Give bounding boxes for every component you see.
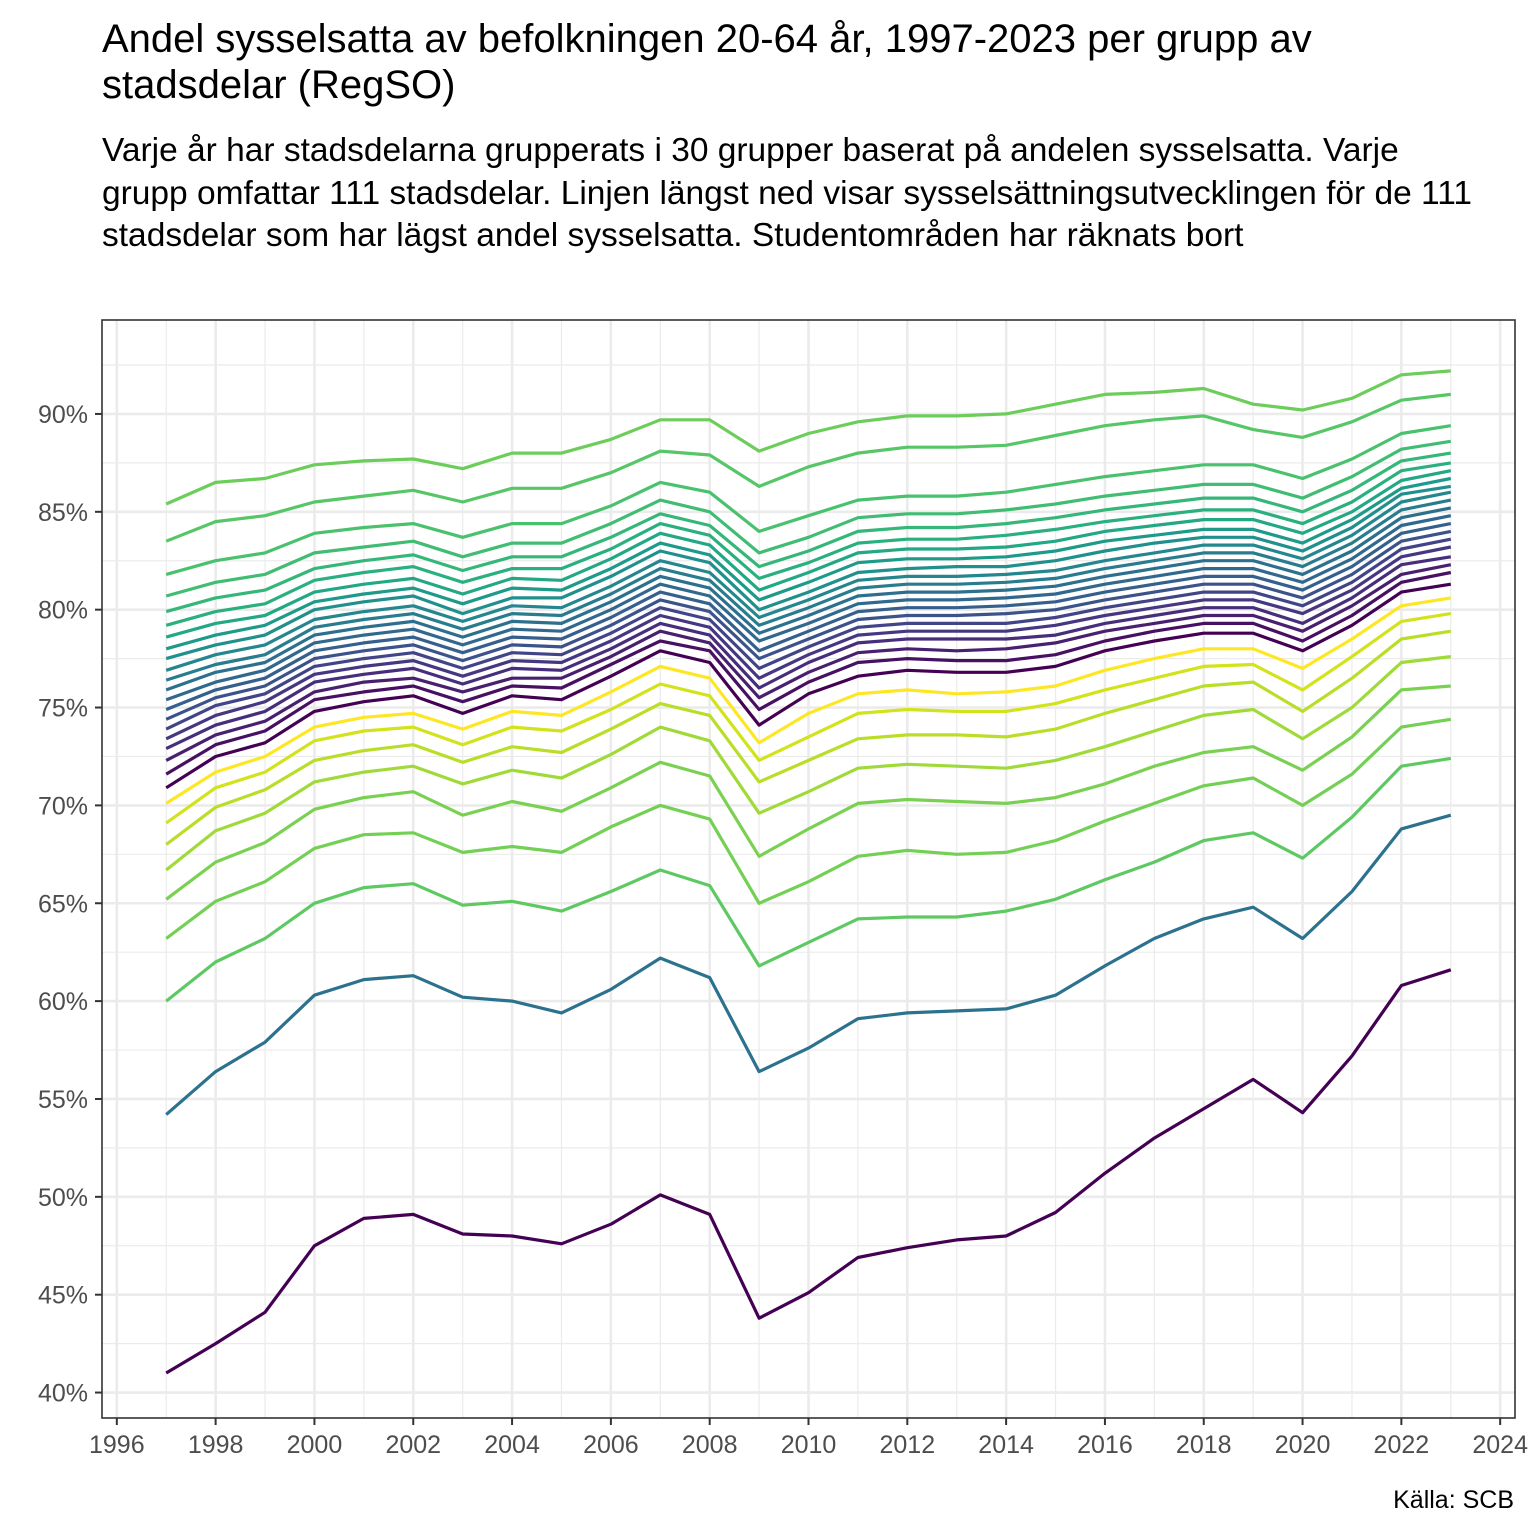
series-line-group-28 <box>165 424 1452 576</box>
y-tick-label: 85% <box>38 499 88 527</box>
x-tick-label: 2002 <box>385 1431 441 1459</box>
y-axis: 40% 45% 50% 55% 60% 65% 70% 75% 80% 85% 90% <box>38 401 102 1408</box>
series-line-group-18 <box>165 514 1452 702</box>
series-line-group-9 <box>165 596 1452 805</box>
chart-title: Andel sysselsatta av befolkningen 20-64 … <box>102 17 1312 107</box>
y-tick-label: 65% <box>38 890 88 918</box>
y-tick-label: 45% <box>38 1282 88 1310</box>
series-line-group-4 <box>165 717 1452 940</box>
series-line-group-23 <box>165 476 1452 651</box>
x-tick-label: 2014 <box>978 1431 1034 1459</box>
series-line-group-5 <box>165 684 1451 901</box>
x-axis: 1996 1998 2000 2002 2004 2006 2008 2010 2012 2014… <box>89 1418 1528 1459</box>
x-tick-label: 2020 <box>1275 1431 1331 1459</box>
series-line-group-11 <box>165 570 1452 776</box>
series-line-group-21 <box>165 490 1452 672</box>
source-caption: Källa: SCB <box>1393 1486 1514 1514</box>
x-tick-label: 1998 <box>188 1431 244 1459</box>
x-tick-label: 2016 <box>1077 1431 1133 1459</box>
series-line-group-2 <box>165 813 1452 1116</box>
y-tick-label: 60% <box>38 988 88 1016</box>
y-tick-label: 55% <box>38 1086 88 1114</box>
x-tick-label: 2000 <box>287 1431 343 1459</box>
series-line-group-8 <box>165 612 1452 825</box>
series-line-group-25 <box>165 461 1452 627</box>
series-line-group-16 <box>165 529 1452 721</box>
series-line-group-19 <box>165 506 1452 692</box>
series-line-group-12 <box>165 563 1452 762</box>
series-line-group-22 <box>165 484 1452 661</box>
x-tick-label: 2010 <box>781 1431 837 1459</box>
y-tick-label: 70% <box>38 792 88 820</box>
series-line-group-20 <box>165 498 1452 682</box>
series-line-group-17 <box>165 522 1452 711</box>
y-tick-label: 40% <box>38 1380 88 1408</box>
x-tick-label: 2018 <box>1176 1431 1232 1459</box>
y-tick-label: 75% <box>38 695 88 723</box>
series-line-group-26 <box>165 451 1452 614</box>
x-tick-label: 2008 <box>682 1431 738 1459</box>
series-line-group-10 <box>165 582 1452 790</box>
y-tick-label: 80% <box>38 597 88 625</box>
series-line-group-30 <box>165 369 1451 506</box>
y-tick-label: 50% <box>38 1184 88 1212</box>
y-tick-label: 90% <box>38 401 88 429</box>
series-line-group-6 <box>165 655 1451 872</box>
chart-subtitle: Varje år har stadsdelarna grupperats i 3… <box>102 132 1472 254</box>
series-line-group-14 <box>165 545 1452 741</box>
series-lines <box>165 369 1452 1375</box>
series-line-group-13 <box>165 555 1452 751</box>
major-gridlines <box>102 320 1515 1418</box>
series-line-group-3 <box>165 756 1452 1003</box>
series-line-group-24 <box>165 469 1452 639</box>
series-line-group-7 <box>165 629 1452 846</box>
x-tick-label: 1996 <box>89 1431 145 1459</box>
series-line-group-1 <box>165 968 1452 1375</box>
x-tick-label: 2012 <box>879 1431 935 1459</box>
x-tick-label: 2024 <box>1472 1431 1528 1459</box>
series-line-group-29 <box>165 392 1451 543</box>
x-tick-label: 2022 <box>1374 1431 1430 1459</box>
series-line-group-27 <box>165 439 1452 598</box>
series-line-group-15 <box>165 537 1452 731</box>
x-tick-label: 2004 <box>484 1431 540 1459</box>
x-tick-label: 2006 <box>583 1431 639 1459</box>
